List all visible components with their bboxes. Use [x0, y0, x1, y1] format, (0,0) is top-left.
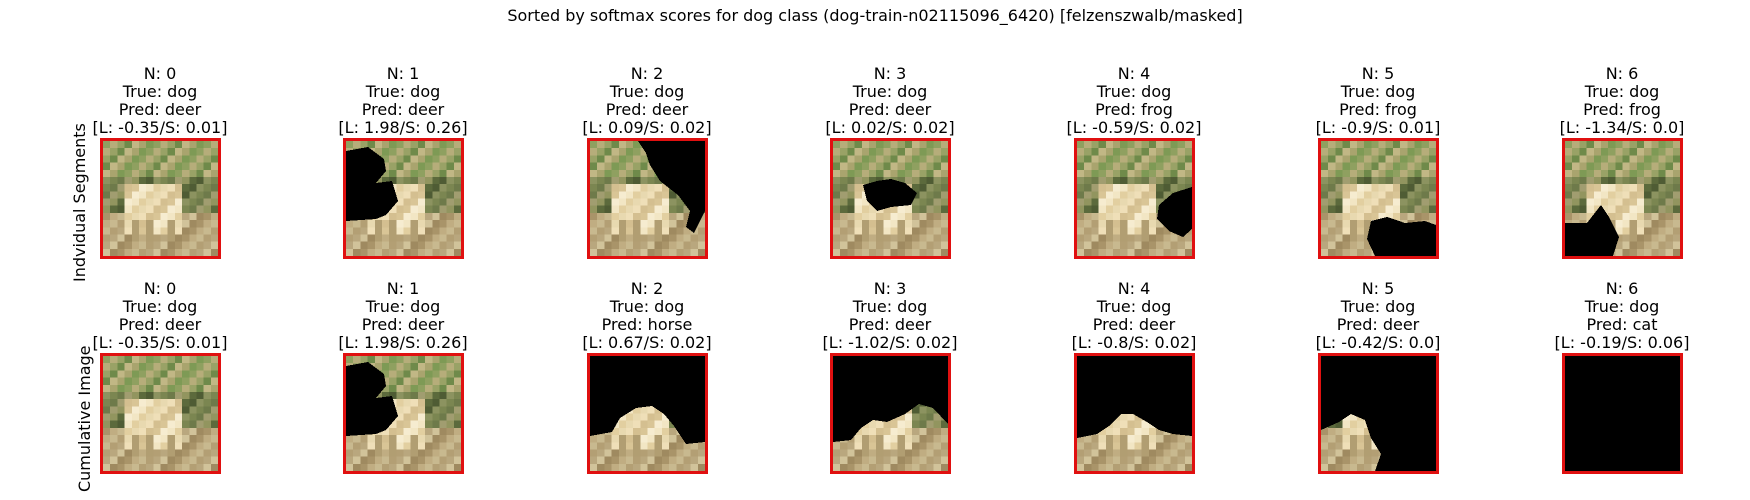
- caption-n: N: 3: [873, 279, 907, 298]
- segment-image: [587, 353, 708, 474]
- caption-scores: [L: -0.59/S: 0.02]: [1066, 118, 1202, 137]
- caption-true: True: dog: [1340, 82, 1416, 101]
- segment-image: [1074, 138, 1195, 259]
- caption-scores: [L: 0.67/S: 0.02]: [582, 333, 712, 352]
- segment-image: [1318, 353, 1439, 474]
- caption-pred: Pred: deer: [361, 315, 445, 334]
- caption-true: True: dog: [852, 82, 928, 101]
- caption-scores: [L: 0.09/S: 0.02]: [582, 118, 712, 137]
- segment-image: [1074, 353, 1195, 474]
- caption-scores: [L: 1.98/S: 0.26]: [338, 118, 468, 137]
- caption-true: True: dog: [122, 297, 198, 316]
- caption-n: N: 1: [386, 64, 420, 83]
- panel-caption: N: 5 True: dog Pred: frog [L: -0.9/S: 0.01]: [1258, 65, 1498, 137]
- caption-scores: [L: -0.35/S: 0.01]: [92, 333, 228, 352]
- caption-true: True: dog: [1340, 297, 1416, 316]
- row-label: Indvidual Segments: [70, 123, 89, 282]
- caption-pred: Pred: deer: [118, 100, 202, 119]
- caption-scores: [L: 0.02/S: 0.02]: [825, 118, 955, 137]
- panel-caption: N: 1 True: dog Pred: deer [L: 1.98/S: 0.26]: [283, 280, 523, 352]
- caption-n: N: 4: [1117, 64, 1151, 83]
- panel-caption: N: 5 True: dog Pred: deer [L: -0.42/S: 0.0]: [1258, 280, 1498, 352]
- panel-caption: N: 1 True: dog Pred: deer [L: 1.98/S: 0.26]: [283, 65, 523, 137]
- panel-caption: N: 4 True: dog Pred: deer [L: -0.8/S: 0.02]: [1014, 280, 1254, 352]
- segment-image: [100, 353, 221, 474]
- segment-image: [100, 138, 221, 259]
- caption-scores: [L: -0.9/S: 0.01]: [1315, 118, 1441, 137]
- figure-title: Sorted by softmax scores for dog class (…: [507, 6, 1243, 25]
- panel-caption: N: 2 True: dog Pred: deer [L: 0.09/S: 0.02]: [527, 65, 767, 137]
- caption-n: N: 3: [873, 64, 907, 83]
- caption-pred: Pred: deer: [848, 100, 932, 119]
- panel-caption: N: 6 True: dog Pred: cat [L: -0.19/S: 0.06]: [1502, 280, 1742, 352]
- caption-pred: Pred: cat: [1586, 315, 1658, 334]
- caption-true: True: dog: [122, 82, 198, 101]
- caption-true: True: dog: [609, 297, 685, 316]
- panel-caption: N: 6 True: dog Pred: frog [L: -1.34/S: 0.0]: [1502, 65, 1742, 137]
- caption-pred: Pred: deer: [1092, 315, 1176, 334]
- caption-n: N: 4: [1117, 279, 1151, 298]
- segment-image: [343, 138, 464, 259]
- caption-pred: Pred: deer: [361, 100, 445, 119]
- caption-pred: Pred: frog: [1583, 100, 1661, 119]
- segment-image: [1562, 353, 1683, 474]
- caption-scores: [L: 1.98/S: 0.26]: [338, 333, 468, 352]
- caption-pred: Pred: frog: [1339, 100, 1417, 119]
- caption-scores: [L: -0.35/S: 0.01]: [92, 118, 228, 137]
- segment-image: [830, 353, 951, 474]
- caption-n: N: 2: [630, 279, 664, 298]
- segment-image: [1562, 138, 1683, 259]
- segment-image: [830, 138, 951, 259]
- caption-n: N: 5: [1361, 279, 1395, 298]
- caption-scores: [L: -0.42/S: 0.0]: [1315, 333, 1441, 352]
- panel-caption: N: 4 True: dog Pred: frog [L: -0.59/S: 0.02…: [1014, 65, 1254, 137]
- caption-pred: Pred: deer: [1336, 315, 1420, 334]
- caption-true: True: dog: [852, 297, 928, 316]
- panel-caption: N: 3 True: dog Pred: deer [L: -1.02/S: 0.02…: [770, 280, 1010, 352]
- caption-pred: Pred: frog: [1095, 100, 1173, 119]
- caption-scores: [L: -1.02/S: 0.02]: [822, 333, 958, 352]
- caption-n: N: 6: [1605, 279, 1639, 298]
- caption-true: True: dog: [1096, 297, 1172, 316]
- caption-scores: [L: -1.34/S: 0.0]: [1559, 118, 1685, 137]
- caption-scores: [L: -0.19/S: 0.06]: [1554, 333, 1690, 352]
- segment-image: [1318, 138, 1439, 259]
- segment-image: [343, 353, 464, 474]
- caption-true: True: dog: [1584, 82, 1660, 101]
- caption-true: True: dog: [1584, 297, 1660, 316]
- panel-caption: N: 3 True: dog Pred: deer [L: 0.02/S: 0.02]: [770, 65, 1010, 137]
- caption-pred: Pred: deer: [848, 315, 932, 334]
- caption-pred: Pred: horse: [601, 315, 693, 334]
- caption-n: N: 0: [143, 279, 177, 298]
- caption-n: N: 5: [1361, 64, 1395, 83]
- panel-caption: N: 0 True: dog Pred: deer [L: -0.35/S: 0.01…: [40, 65, 280, 137]
- caption-scores: [L: -0.8/S: 0.02]: [1071, 333, 1197, 352]
- caption-n: N: 6: [1605, 64, 1639, 83]
- panel-caption: N: 2 True: dog Pred: horse [L: 0.67/S: 0.02…: [527, 280, 767, 352]
- segment-image: [587, 138, 708, 259]
- panel-caption: N: 0 True: dog Pred: deer [L: -0.35/S: 0.01…: [40, 280, 280, 352]
- caption-true: True: dog: [1096, 82, 1172, 101]
- row-label: Cumulative Image: [75, 345, 94, 492]
- caption-true: True: dog: [365, 297, 441, 316]
- caption-true: True: dog: [609, 82, 685, 101]
- caption-n: N: 0: [143, 64, 177, 83]
- caption-n: N: 1: [386, 279, 420, 298]
- caption-n: N: 2: [630, 64, 664, 83]
- caption-pred: Pred: deer: [605, 100, 689, 119]
- caption-pred: Pred: deer: [118, 315, 202, 334]
- caption-true: True: dog: [365, 82, 441, 101]
